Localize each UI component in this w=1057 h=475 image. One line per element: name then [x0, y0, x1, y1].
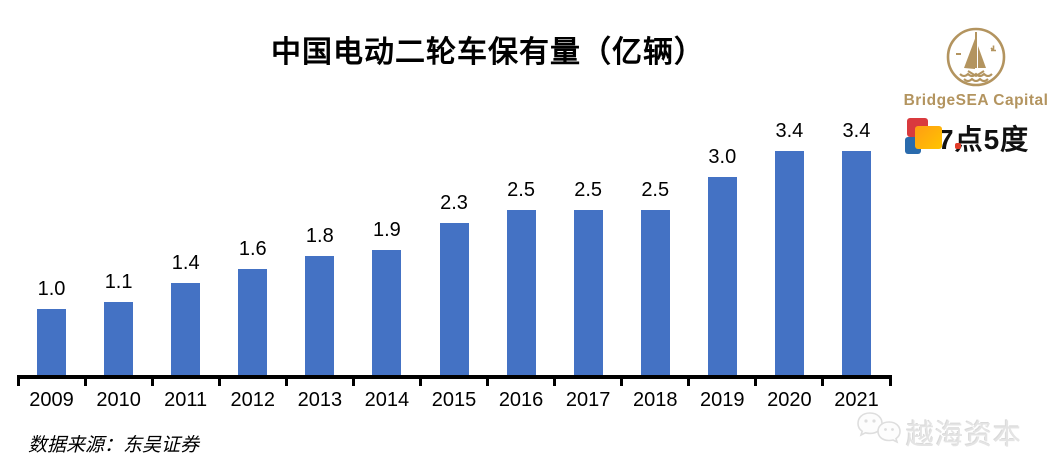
x-tick-label-2018: 2018 — [632, 389, 678, 411]
value-label-2015: 2.3 — [440, 192, 468, 214]
bar-2014 — [372, 250, 402, 375]
x-axis-tick — [687, 375, 691, 386]
value-label-2011: 1.4 — [171, 252, 200, 274]
chart-title: 中国电动二轮车保有量（亿辆） — [271, 36, 705, 69]
bridgesea-label: BridgeSEA Capital — [903, 92, 1049, 109]
value-label-2013: 1.8 — [305, 225, 334, 247]
x-tick-label-2013: 2013 — [297, 389, 343, 411]
bar-2011 — [171, 283, 201, 375]
x-axis-tick — [888, 375, 892, 386]
x-axis-tick — [754, 375, 758, 386]
data-source-note: 数据来源：东吴证券 — [28, 435, 200, 456]
value-label-2012: 1.6 — [238, 238, 267, 260]
x-axis-tick — [217, 375, 221, 386]
x-tick-label-2014: 2014 — [364, 389, 410, 411]
x-axis-tick — [821, 375, 825, 386]
x-tick-label-2021: 2021 — [834, 389, 879, 411]
watermark-label: 越海资本 — [906, 418, 1023, 450]
x-axis-line — [17, 375, 891, 379]
value-label-2020: 3.4 — [775, 120, 804, 142]
yuehai-capital-watermark: 越海资本 — [856, 410, 1022, 455]
bar-2020 — [774, 151, 804, 375]
bar-2021 — [841, 151, 871, 375]
x-tick-label-2010: 2010 — [96, 389, 141, 411]
x-axis-tick — [418, 375, 422, 386]
x-axis-tick — [284, 375, 288, 386]
x-tick-label-2019: 2019 — [700, 389, 745, 411]
bar-2019 — [707, 177, 737, 375]
value-label-2010: 1.1 — [104, 271, 133, 293]
bar-2012 — [238, 269, 268, 375]
x-tick-label-2009: 2009 — [29, 389, 74, 411]
x-tick-label-2011: 2011 — [164, 389, 208, 411]
bar-2009 — [37, 309, 67, 375]
x-tick-label-2016: 2016 — [498, 389, 544, 411]
value-label-2019: 3.0 — [708, 146, 737, 168]
x-axis-tick — [150, 375, 154, 386]
value-label-2014: 1.9 — [373, 219, 401, 241]
value-label-2016: 2.5 — [507, 179, 535, 201]
x-axis-tick — [16, 375, 20, 386]
red-dot-accent — [955, 143, 961, 149]
x-axis-tick — [486, 375, 490, 386]
seven-point-five-label: 7点5度 — [938, 124, 1030, 155]
seven-point-five-logo: 7点5度 — [904, 116, 1054, 160]
x-tick-label-2017: 2017 — [565, 389, 611, 411]
value-label-2017: 2.5 — [574, 179, 603, 201]
bridgesea-capital-logo: BridgeSEA Capital — [898, 24, 1054, 110]
x-tick-label-2012: 2012 — [230, 389, 276, 411]
bar-2010 — [104, 302, 134, 375]
x-axis-tick — [83, 375, 87, 386]
x-tick-label-2020: 2020 — [767, 389, 812, 411]
bar-2015 — [439, 223, 469, 375]
bar-2013 — [305, 256, 335, 375]
x-tick-label-2015: 2015 — [431, 389, 477, 411]
bar-2018 — [640, 210, 670, 375]
x-axis-tick — [553, 375, 557, 386]
x-axis-tick — [351, 375, 355, 386]
wechat-bubbles-icon — [856, 410, 906, 455]
bar-2016 — [506, 210, 536, 375]
value-label-2018: 2.5 — [641, 179, 670, 201]
value-label-2021: 3.4 — [842, 120, 871, 142]
value-label-2009: 1.0 — [37, 278, 66, 300]
bar-2017 — [573, 210, 603, 375]
orange-square — [915, 126, 942, 149]
sailboat-circle-icon — [898, 24, 1054, 90]
x-axis-tick — [620, 375, 624, 386]
